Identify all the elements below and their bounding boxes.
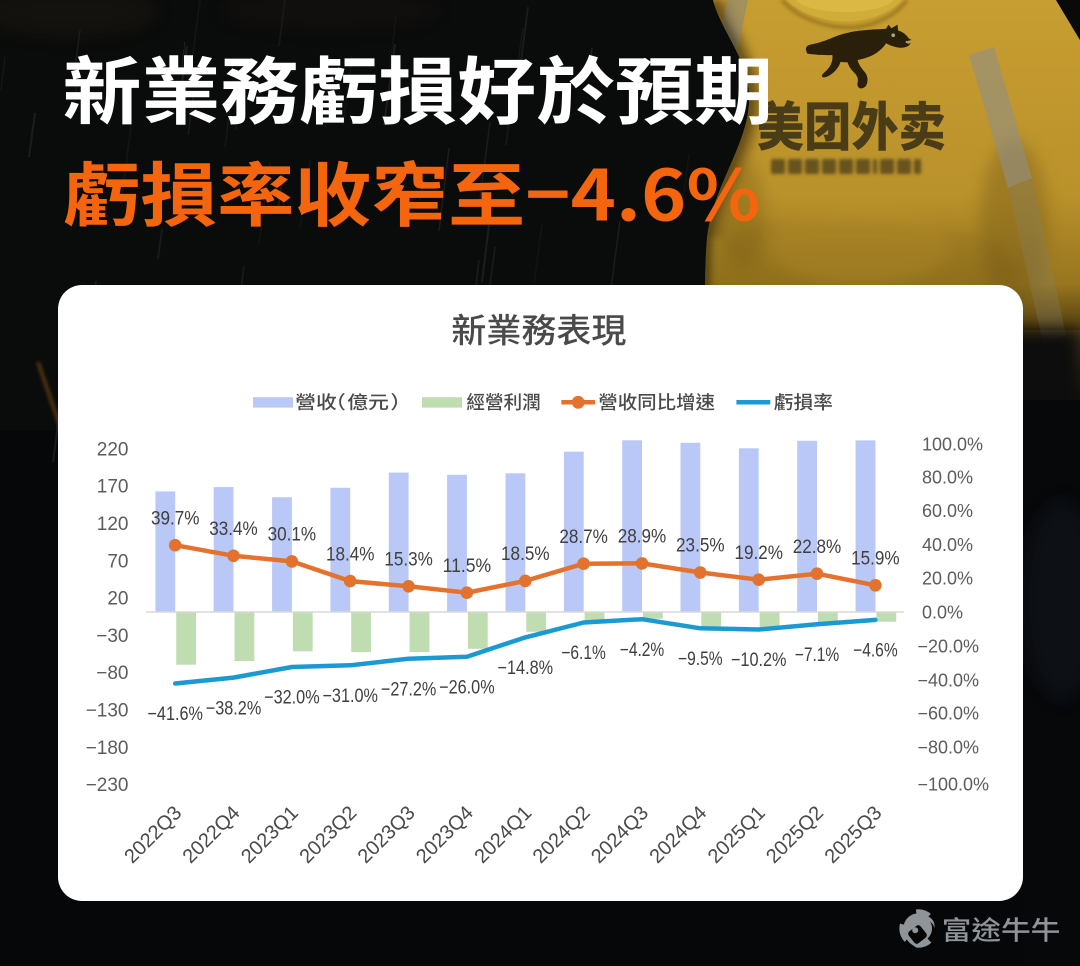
svg-text:19.2%: 19.2% bbox=[734, 542, 783, 564]
svg-text:30.1%: 30.1% bbox=[268, 524, 317, 546]
svg-text:70: 70 bbox=[107, 551, 128, 572]
svg-text:80.0%: 80.0% bbox=[922, 468, 973, 488]
svg-text:−230: −230 bbox=[86, 775, 129, 796]
svg-text:−4.6%: −4.6% bbox=[853, 640, 898, 662]
svg-text:−4.2%: −4.2% bbox=[620, 639, 665, 661]
svg-text:28.7%: 28.7% bbox=[559, 526, 608, 548]
svg-text:15.9%: 15.9% bbox=[851, 548, 900, 570]
svg-text:−26.0%: −26.0% bbox=[439, 676, 495, 698]
svg-text:−80: −80 bbox=[96, 663, 128, 684]
svg-text:60.0%: 60.0% bbox=[922, 501, 973, 521]
svg-text:39.7%: 39.7% bbox=[151, 507, 200, 529]
svg-text:23.5%: 23.5% bbox=[676, 535, 725, 557]
svg-text:15.3%: 15.3% bbox=[384, 549, 433, 571]
svg-text:100.0%: 100.0% bbox=[922, 434, 983, 454]
svg-text:−80.0%: −80.0% bbox=[918, 738, 980, 758]
svg-text:120: 120 bbox=[97, 514, 129, 535]
svg-text:−7.1%: −7.1% bbox=[795, 644, 840, 666]
svg-text:20: 20 bbox=[107, 589, 128, 610]
svg-text:−20.0%: −20.0% bbox=[918, 636, 980, 656]
svg-text:40.0%: 40.0% bbox=[922, 535, 973, 555]
svg-text:−10.2%: −10.2% bbox=[731, 649, 787, 671]
svg-text:18.5%: 18.5% bbox=[501, 543, 550, 565]
svg-text:−180: −180 bbox=[86, 738, 129, 759]
svg-text:−32.0%: −32.0% bbox=[264, 687, 320, 709]
svg-text:170: 170 bbox=[97, 477, 129, 498]
svg-text:0.0%: 0.0% bbox=[922, 603, 963, 623]
svg-text:−14.8%: −14.8% bbox=[498, 657, 554, 679]
svg-text:−41.6%: −41.6% bbox=[147, 703, 203, 725]
svg-text:11.5%: 11.5% bbox=[443, 555, 492, 577]
svg-text:−38.2%: −38.2% bbox=[206, 697, 262, 719]
svg-text:20.0%: 20.0% bbox=[922, 568, 973, 588]
svg-text:18.4%: 18.4% bbox=[326, 543, 375, 565]
svg-text:−40.0%: −40.0% bbox=[918, 671, 980, 691]
svg-text:−60.0%: −60.0% bbox=[918, 703, 980, 723]
svg-text:−6.1%: −6.1% bbox=[561, 642, 606, 664]
svg-text:33.4%: 33.4% bbox=[209, 518, 258, 540]
svg-text:−27.2%: −27.2% bbox=[381, 678, 437, 700]
svg-text:−130: −130 bbox=[86, 701, 129, 722]
svg-text:220: 220 bbox=[97, 439, 129, 460]
svg-text:−30: −30 bbox=[96, 626, 128, 647]
svg-text:−31.0%: −31.0% bbox=[322, 685, 378, 707]
svg-text:28.9%: 28.9% bbox=[618, 526, 667, 548]
svg-text:−100.0%: −100.0% bbox=[918, 774, 990, 794]
svg-text:−9.5%: −9.5% bbox=[678, 648, 723, 670]
svg-text:22.8%: 22.8% bbox=[793, 536, 842, 558]
